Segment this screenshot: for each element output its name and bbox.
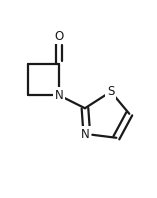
Text: N: N [55, 89, 63, 102]
Text: O: O [54, 30, 64, 43]
Text: N: N [81, 128, 89, 141]
Text: S: S [107, 85, 114, 98]
